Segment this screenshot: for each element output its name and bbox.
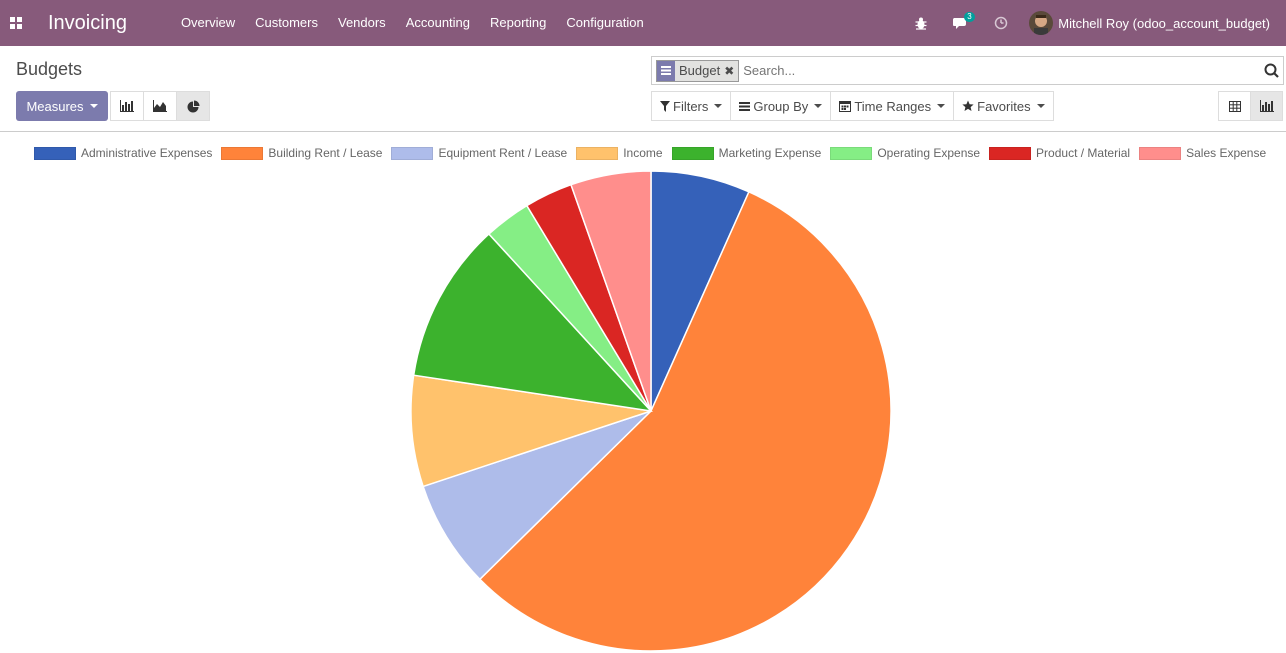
- group-by-label: Group By: [753, 98, 809, 114]
- bar-chart-icon: [120, 100, 134, 112]
- legend-label: Administrative Expenses: [81, 146, 213, 160]
- favorites-label: Favorites: [977, 98, 1031, 114]
- caret-down-icon: [937, 104, 946, 108]
- menu-accounting[interactable]: Accounting: [405, 15, 471, 30]
- activity-clock-icon[interactable]: [981, 0, 1021, 46]
- user-menu[interactable]: Mitchell Roy (odoo_account_budget): [1021, 0, 1286, 46]
- search-input[interactable]: [743, 63, 1259, 78]
- legend-swatch: [830, 146, 873, 160]
- table-icon: [1228, 100, 1241, 112]
- chart-type-group: [110, 91, 210, 121]
- caret-down-icon: [714, 104, 723, 108]
- legend-item[interactable]: Administrative Expenses: [34, 146, 212, 160]
- legend-item[interactable]: Equipment Rent / Lease: [391, 146, 567, 160]
- area-chart-icon: [153, 100, 167, 112]
- caret-down-icon: [814, 104, 823, 108]
- graph-view-button[interactable]: [1250, 91, 1283, 121]
- search-box: Budget ✖: [651, 56, 1284, 85]
- caret-down-icon: [1036, 104, 1045, 108]
- legend-item[interactable]: Sales Expense: [1139, 146, 1266, 160]
- legend-item[interactable]: Marketing Expense: [671, 146, 822, 160]
- pie-chart-icon: [187, 100, 199, 112]
- top-navbar: Invoicing Overview Customers Vendors Acc…: [0, 0, 1286, 46]
- user-name: Mitchell Roy (odoo_account_budget): [1058, 15, 1270, 31]
- menu-configuration[interactable]: Configuration: [566, 15, 644, 30]
- menu-customers[interactable]: Customers: [255, 15, 318, 30]
- apps-menu-icon[interactable]: [0, 0, 32, 46]
- facet-remove-icon[interactable]: ✖: [724, 63, 735, 78]
- legend-swatch: [576, 146, 619, 160]
- user-avatar: [1029, 11, 1054, 35]
- pie-chart: [410, 170, 892, 652]
- view-switcher: [1218, 91, 1283, 121]
- legend-swatch: [34, 146, 76, 160]
- group-by-list-icon: [657, 60, 675, 81]
- breadcrumb: Budgets: [16, 59, 83, 79]
- menu-overview[interactable]: Overview: [180, 15, 236, 30]
- list-icon: [739, 101, 751, 111]
- legend-item[interactable]: Operating Expense: [830, 146, 980, 160]
- pie-slice[interactable]: [478, 190, 892, 652]
- bar-chart-icon: [1259, 100, 1274, 112]
- app-title: Invoicing: [48, 11, 127, 34]
- legend-item[interactable]: Income: [576, 146, 663, 160]
- favorites-button[interactable]: Favorites: [953, 91, 1054, 121]
- menu-vendors[interactable]: Vendors: [337, 15, 386, 30]
- calendar-icon: [839, 101, 852, 112]
- legend-item[interactable]: Product / Material: [989, 146, 1130, 160]
- search-facet-budget: Budget ✖: [656, 59, 740, 82]
- time-ranges-button[interactable]: Time Ranges: [830, 91, 955, 121]
- star-icon: [962, 100, 974, 111]
- chart-legend: Administrative Expenses Building Rent / L…: [34, 145, 1275, 161]
- legend-label: Product / Material: [1036, 146, 1131, 160]
- measures-button[interactable]: Measures: [16, 91, 108, 121]
- bar-chart-button[interactable]: [110, 91, 144, 121]
- search-icon[interactable]: [1259, 57, 1283, 84]
- legend-label: Marketing Expense: [718, 146, 822, 160]
- legend-swatch: [1139, 146, 1182, 160]
- menu-reporting[interactable]: Reporting: [490, 15, 547, 30]
- pie-slice[interactable]: [410, 374, 652, 488]
- search-options: Filters Group By Time Ranges Favorites: [651, 91, 1054, 121]
- time-ranges-label: Time Ranges: [854, 98, 932, 114]
- pie-slice[interactable]: [422, 410, 652, 581]
- legend-label: Sales Expense: [1186, 146, 1267, 160]
- measures-label: Measures: [26, 98, 84, 114]
- filter-icon: [660, 100, 670, 112]
- legend-swatch: [221, 146, 264, 160]
- pivot-view-button[interactable]: [1218, 91, 1251, 121]
- legend-label: Operating Expense: [877, 146, 981, 160]
- legend-swatch: [671, 146, 714, 160]
- debug-bug-icon[interactable]: [901, 0, 941, 46]
- caret-down-icon: [89, 104, 98, 108]
- legend-item[interactable]: Building Rent / Lease: [221, 146, 382, 160]
- group-by-button[interactable]: Group By: [730, 91, 832, 121]
- pie-slice[interactable]: [570, 170, 652, 412]
- main-menu: Overview Customers Vendors Accounting Re…: [171, 0, 654, 46]
- messages-count-badge: 3: [964, 12, 975, 22]
- control-panel: Budgets Measures Budget ✖ Filters: [0, 46, 1286, 132]
- filters-label: Filters: [673, 98, 709, 114]
- filters-button[interactable]: Filters: [651, 91, 732, 121]
- legend-swatch: [391, 146, 434, 160]
- legend-swatch: [989, 146, 1032, 160]
- legend-label: Income: [623, 146, 663, 160]
- legend-label: Building Rent / Lease: [268, 146, 383, 160]
- messages-chat-icon[interactable]: 3: [941, 0, 981, 46]
- pie-slice[interactable]: [412, 232, 653, 413]
- line-chart-button[interactable]: [143, 91, 177, 121]
- facet-label: Budget: [679, 63, 721, 78]
- legend-label: Equipment Rent / Lease: [438, 146, 568, 160]
- pie-chart-button[interactable]: [176, 91, 210, 121]
